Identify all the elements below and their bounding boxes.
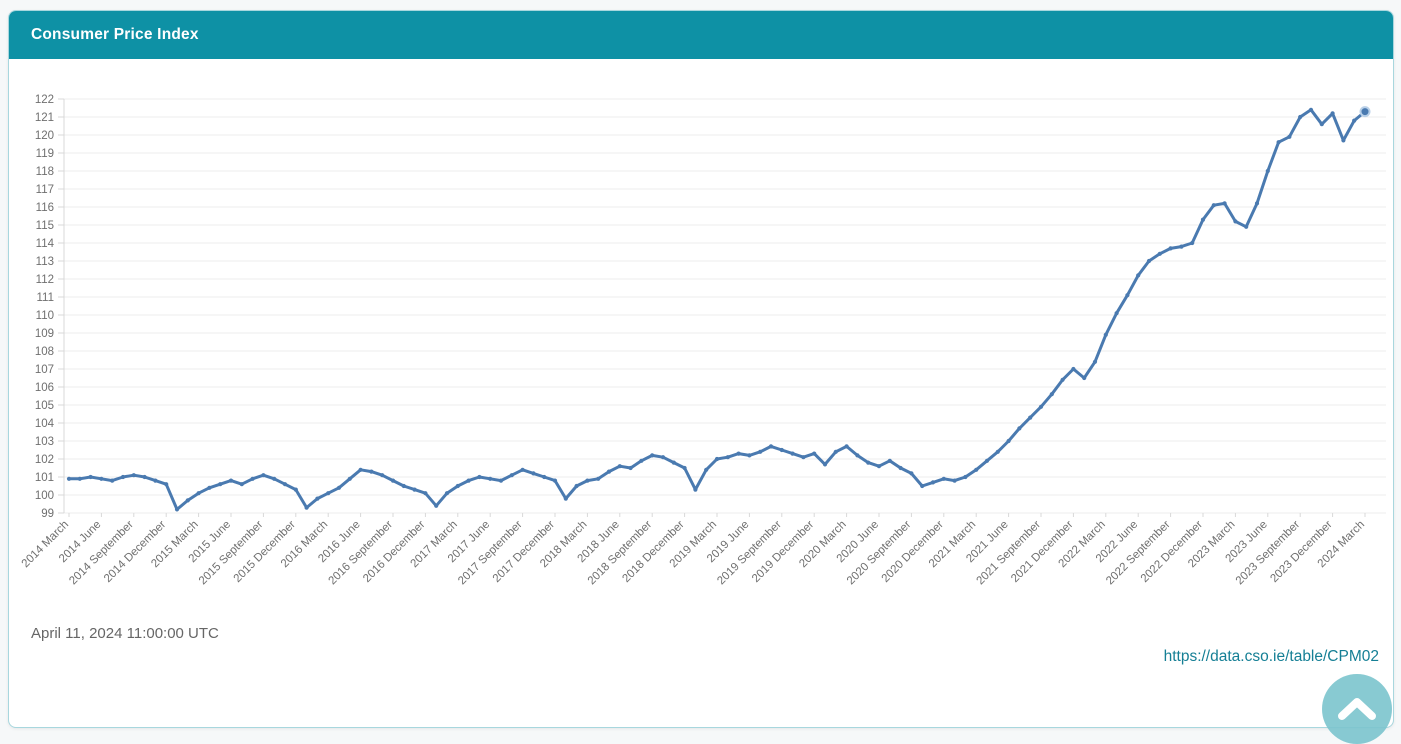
svg-text:116: 116 [36, 202, 54, 214]
timestamp: April 11, 2024 11:00:00 UTC [31, 625, 219, 642]
chevron-up-icon [1338, 698, 1376, 720]
svg-text:109: 109 [35, 328, 54, 340]
svg-text:114: 114 [36, 238, 55, 250]
cpi-panel: Consumer Price Index 99 100 101 102 103 104 10… [8, 10, 1394, 728]
svg-text:119: 119 [36, 148, 54, 160]
y-gridlines [58, 98, 1386, 514]
source-row: https://data.cso.ie/table/CPM02 [9, 648, 1393, 666]
svg-text:101: 101 [35, 472, 54, 484]
chart-area: 99 100 101 102 103 104 105 106 107 108 109 110 111 11… [9, 59, 1393, 619]
svg-text:121: 121 [35, 112, 54, 124]
svg-text:104: 104 [35, 418, 55, 430]
svg-text:117: 117 [36, 184, 54, 196]
panel-title: Consumer Price Index [31, 26, 199, 43]
svg-text:105: 105 [35, 400, 54, 412]
svg-text:122: 122 [35, 94, 54, 106]
svg-text:111: 111 [37, 292, 54, 304]
svg-text:103: 103 [35, 436, 54, 448]
svg-text:120: 120 [35, 130, 54, 142]
svg-text:99: 99 [41, 508, 54, 520]
cpi-series-points [66, 107, 1368, 512]
svg-text:102: 102 [35, 454, 54, 466]
panel-header: Consumer Price Index [9, 11, 1393, 59]
y-axis-labels: 99 100 101 102 103 104 105 106 107 108 109 110 111 11… [35, 94, 55, 520]
cpi-line-chart: 99 100 101 102 103 104 105 106 107 108 109 110 111 11… [20, 94, 1386, 587]
cpi-series-line [67, 108, 1367, 511]
svg-text:113: 113 [36, 256, 54, 268]
source-link[interactable]: https://data.cso.ie/table/CPM02 [1163, 648, 1379, 665]
svg-text:107: 107 [35, 364, 54, 376]
svg-text:115: 115 [36, 220, 54, 232]
svg-text:100: 100 [35, 490, 54, 502]
svg-text:118: 118 [36, 166, 54, 178]
svg-text:106: 106 [35, 382, 54, 394]
svg-text:108: 108 [35, 346, 54, 358]
svg-text:110: 110 [36, 310, 54, 322]
svg-text:112: 112 [36, 274, 54, 286]
scroll-to-top-button[interactable] [1322, 674, 1392, 744]
last-point-marker [1359, 106, 1371, 118]
